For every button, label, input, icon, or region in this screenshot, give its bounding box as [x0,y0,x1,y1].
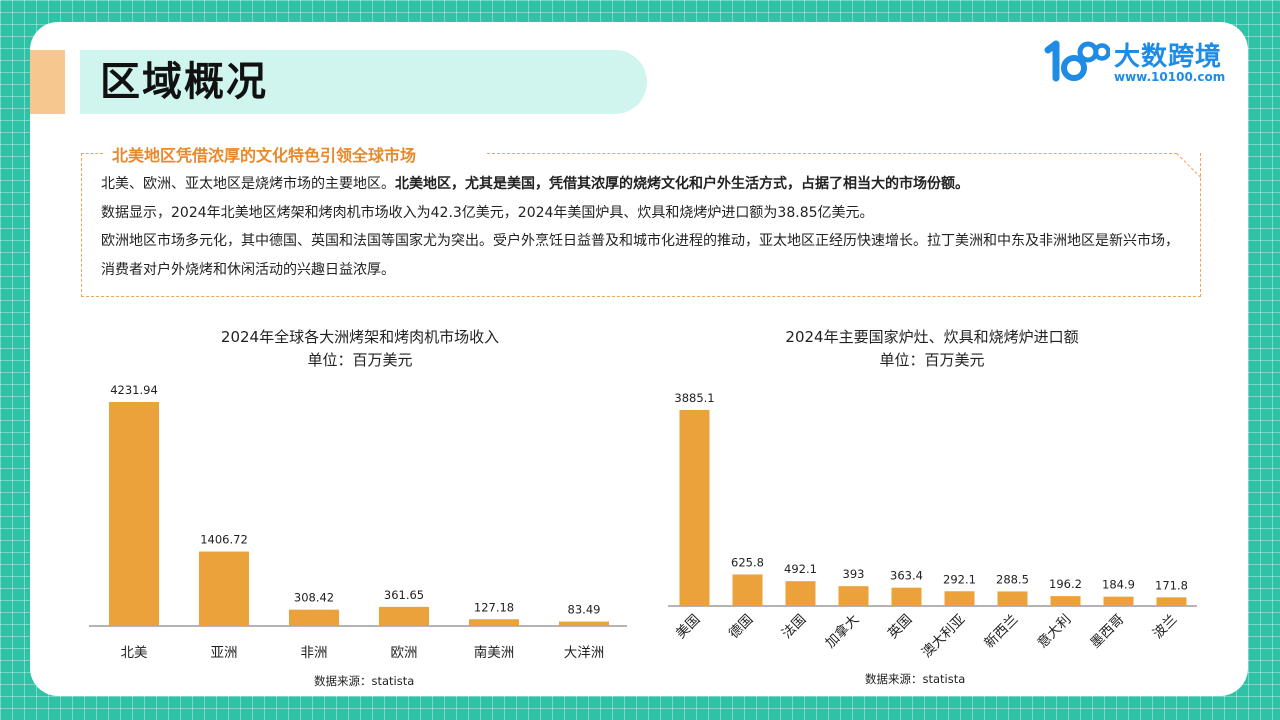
category-label: 大洋洲 [564,645,605,661]
category-label: 北美 [121,645,148,661]
category-label: 南美洲 [474,645,515,661]
country-import-chart: 2024年主要国家炉灶、炊具和烧烤炉进口额 单位：百万美元 3885.1 美国 62… [662,324,1202,694]
value-label: 83.49 [568,603,601,617]
info-paragraph-3: 欧洲地区市场多元化，其中德国、英国和法国等国家尤为突出。受户外烹饪日益普及和城市… [101,233,1179,278]
logo-url: www.10100.com [1114,70,1226,84]
chart-subtitle: 单位：百万美元 [879,351,985,369]
bar-加拿大 [838,586,869,606]
info-box-border [81,153,103,154]
bar-新西兰 [997,591,1028,606]
continent-revenue-chart: 2024年全球各大洲烤架和烤肉机市场收入 单位：百万美元 4231.94 北美 14… [85,324,635,694]
bar-法国 [785,581,816,606]
bar-波兰 [1156,597,1187,606]
value-label: 1406.72 [200,533,248,547]
value-label: 363.4 [890,569,923,583]
bar-意大利 [1050,596,1081,606]
info-paragraph-1-bold: 北美地区，尤其是美国，凭借其浓厚的烧烤文化和户外生活方式，占据了相当大的市场份额… [395,176,969,192]
category-label: 意大利 [1034,611,1075,652]
info-paragraph-1-plain: 北美、欧洲、亚太地区是烧烤市场的主要地区。 [101,176,395,192]
category-label: 德国 [726,612,756,642]
chart-source: 数据来源：statista [865,672,966,686]
value-label: 184.9 [1102,578,1135,592]
value-label: 292.1 [943,572,976,586]
title-accent-bar [30,50,65,114]
info-paragraph-2: 数据显示，2024年北美地区烤架和烤肉机市场收入为42.3亿美元，2024年美国… [101,204,874,221]
category-label: 英国 [884,611,915,642]
chart-title: 2024年主要国家炉灶、炊具和烧烤炉进口额 [785,328,1079,346]
value-label: 196.2 [1049,577,1082,591]
value-label: 308.42 [294,591,334,605]
category-label: 加拿大 [822,611,863,652]
value-label: 4231.94 [110,383,158,397]
logo-name: 大数跨境 [1114,42,1223,72]
bar-大洋洲 [559,621,609,626]
bar-英国 [891,587,922,606]
category-label: 亚洲 [211,645,238,661]
info-paragraph-1: 北美、欧洲、亚太地区是烧烤市场的主要地区。北美地区，尤其是美国，凭借其浓厚的烧烤… [101,170,1186,199]
category-label: 澳大利亚 [919,612,968,661]
category-label: 法国 [779,612,809,642]
value-label: 288.5 [996,572,1029,586]
bar-北美 [109,402,159,626]
category-label: 波兰 [1150,612,1180,642]
category-label: 新西兰 [981,612,1021,652]
category-label: 非洲 [301,645,328,661]
bar-墨西哥 [1103,596,1134,606]
category-label: 墨西哥 [1087,612,1127,652]
value-label: 625.8 [731,555,764,569]
bar-欧洲 [379,606,429,626]
country-import-plot: 3885.1 美国 625.8 德国 492.1 法国 393 加拿大 363.4 英国 292.1… [668,391,1197,661]
info-heading: 北美地区凭借浓厚的文化特色引领全球市场 [108,142,421,166]
info-box-border [487,153,1177,154]
bar-德国 [732,574,763,606]
chart-source: 数据来源：statista [314,674,415,688]
page-title: 区域概况 [100,59,268,105]
continent-revenue-plot: 4231.94 北美 1406.72 亚洲 308.42 非洲 361.65 欧洲 127.18… [89,383,627,661]
bar-澳大利亚 [944,591,975,606]
info-box [81,153,1201,297]
bar-非洲 [289,609,339,626]
value-label: 492.1 [784,562,817,576]
chart-subtitle: 单位：百万美元 [307,351,413,369]
title-banner [80,50,647,114]
brand-logo: 大数跨境 www.10100.com [1044,36,1234,88]
bar-南美洲 [469,619,519,626]
bar-美国 [679,410,710,606]
category-label: 欧洲 [391,645,418,661]
info-text: 北美、欧洲、亚太地区是烧烤市场的主要地区。北美地区，尤其是美国，凭借其浓厚的烧烤… [101,170,1186,284]
bar-亚洲 [199,551,249,626]
logo-10100-icon [1044,40,1110,82]
value-label: 393 [843,567,865,581]
value-label: 3885.1 [674,391,714,405]
value-label: 127.18 [474,600,514,614]
category-label: 美国 [673,612,703,642]
chart-title: 2024年全球各大洲烤架和烤肉机市场收入 [220,328,500,346]
value-label: 361.65 [384,588,424,602]
value-label: 171.8 [1155,578,1188,592]
